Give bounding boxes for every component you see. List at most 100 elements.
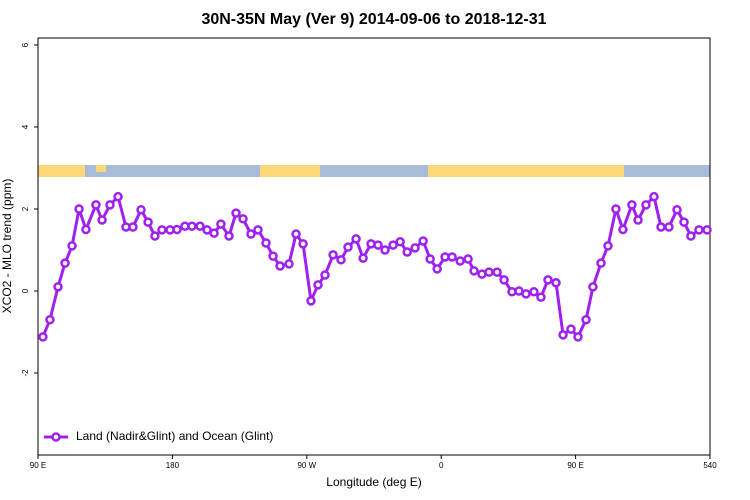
point	[74, 204, 84, 214]
land-strip	[38, 165, 85, 177]
x-tick-label: 90 W	[297, 461, 316, 470]
point	[603, 241, 613, 251]
point	[328, 250, 338, 260]
point	[291, 229, 301, 239]
point	[463, 254, 473, 264]
point	[499, 275, 509, 285]
point	[351, 234, 361, 244]
point	[38, 332, 48, 342]
point	[611, 204, 621, 214]
y-tick-label: 2	[21, 206, 30, 211]
point	[425, 254, 435, 264]
y-tick-label: 4	[21, 124, 30, 129]
point	[261, 238, 271, 248]
x-tick-label: 0	[439, 461, 444, 470]
land-strip	[260, 165, 320, 177]
point	[224, 231, 234, 241]
legend-label: Land (Nadir&Glint) and Ocean (Glint)	[76, 429, 273, 443]
point	[97, 215, 107, 225]
point	[521, 289, 531, 299]
point	[373, 240, 383, 250]
legend-marker	[51, 432, 61, 442]
point	[573, 332, 583, 342]
point	[157, 225, 167, 235]
point	[216, 219, 226, 229]
x-tick-label: 90 E	[567, 461, 583, 470]
point	[484, 267, 494, 277]
x-tick-label: 540	[703, 461, 717, 470]
point	[53, 282, 63, 292]
point	[268, 251, 278, 261]
point	[202, 225, 212, 235]
point	[343, 242, 353, 252]
point	[551, 278, 561, 288]
point	[246, 229, 256, 239]
point	[380, 245, 390, 255]
point	[686, 231, 696, 241]
y-tick-label: 6	[21, 42, 30, 47]
point	[91, 200, 101, 210]
x-axis-label: Longitude (deg E)	[326, 475, 421, 489]
point	[209, 228, 219, 238]
point	[447, 252, 457, 262]
point	[313, 280, 323, 290]
y-axis-label: XCO2 - MLO trend (ppm)	[0, 179, 14, 314]
point	[672, 205, 682, 215]
point	[395, 237, 405, 247]
point	[596, 258, 606, 268]
surface-strip	[38, 165, 710, 177]
point	[60, 258, 70, 268]
point	[306, 296, 316, 306]
plot-frame	[37, 37, 711, 456]
point	[113, 191, 123, 202]
land-strip	[428, 165, 624, 177]
chart-title: 30N-35N May (Ver 9) 2014-09-06 to 2018-1…	[201, 11, 546, 28]
point	[231, 208, 241, 218]
land-strip	[96, 165, 106, 172]
point	[410, 243, 420, 253]
point	[284, 259, 294, 269]
point	[238, 214, 248, 224]
point	[320, 270, 330, 280]
point	[136, 205, 146, 215]
point	[702, 225, 712, 235]
y-tick-label: 0	[21, 288, 30, 293]
point	[529, 287, 539, 297]
point	[558, 330, 568, 340]
x-tick-label: 180	[166, 461, 180, 470]
point	[187, 221, 197, 231]
point	[45, 314, 55, 325]
point	[195, 221, 205, 231]
point	[543, 275, 553, 285]
point	[694, 225, 704, 235]
point	[432, 264, 442, 274]
point	[679, 217, 689, 227]
point	[388, 240, 398, 250]
point	[641, 200, 651, 210]
point	[588, 282, 598, 292]
point	[253, 225, 263, 235]
point	[618, 224, 628, 235]
point	[656, 222, 666, 232]
point	[128, 222, 138, 232]
point	[402, 247, 412, 257]
point	[105, 200, 115, 210]
point	[566, 324, 576, 334]
point	[358, 253, 368, 263]
point	[298, 239, 308, 249]
point	[469, 266, 479, 276]
point	[336, 255, 346, 265]
point	[275, 261, 285, 271]
point	[150, 231, 160, 241]
y-tick-label: -2	[21, 369, 30, 377]
point	[627, 200, 637, 210]
point	[81, 224, 91, 235]
point	[418, 236, 428, 246]
point	[536, 292, 546, 302]
point	[664, 222, 674, 232]
point	[581, 314, 591, 325]
point	[633, 215, 643, 225]
point	[143, 217, 153, 227]
point	[455, 256, 465, 266]
